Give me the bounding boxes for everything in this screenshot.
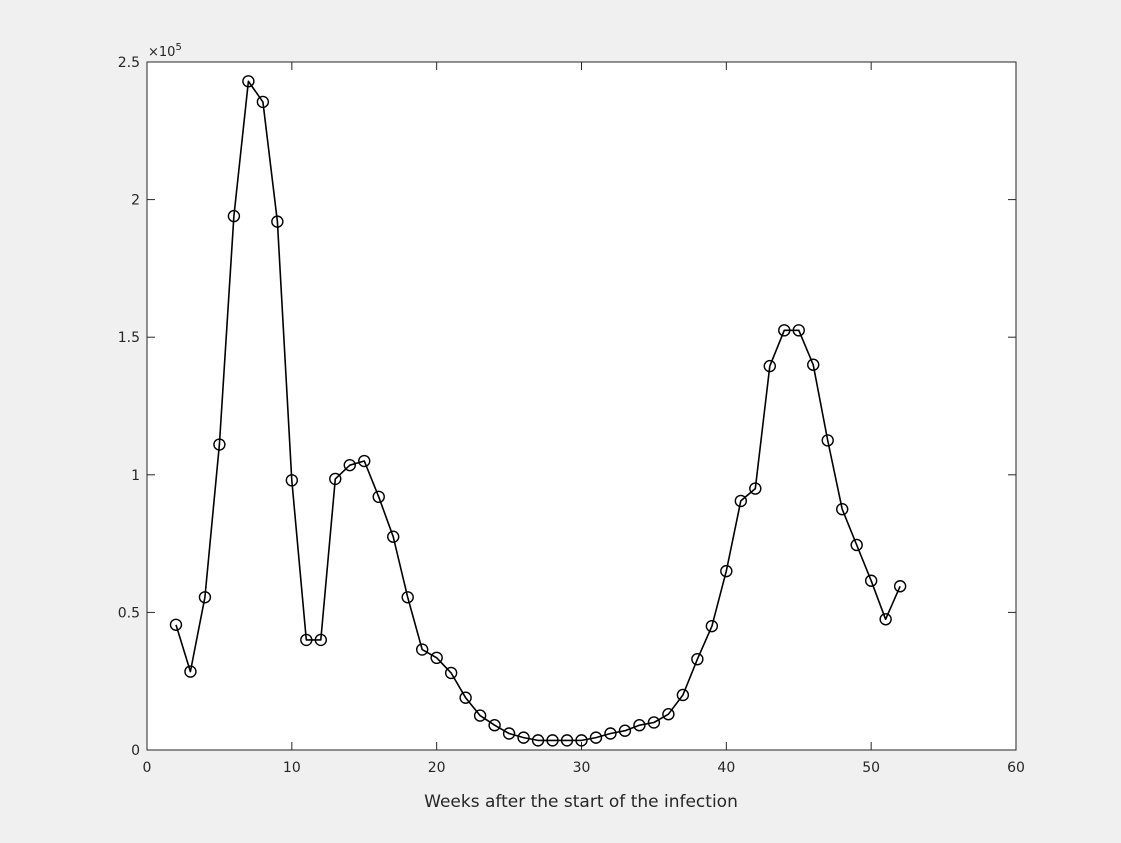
series-markers — [169, 75, 907, 747]
y-tick-label: 1.5 — [118, 330, 140, 346]
data-point — [444, 666, 458, 680]
data-point — [329, 472, 342, 486]
series-line — [175, 80, 901, 742]
plot-area — [146, 61, 1017, 751]
data-point — [662, 708, 675, 721]
data-point — [531, 734, 545, 747]
data-point — [459, 691, 472, 704]
data-point — [821, 434, 834, 447]
data-point — [618, 724, 632, 737]
data-point — [300, 633, 313, 647]
data-point — [285, 474, 299, 487]
data-point — [343, 458, 356, 472]
data-point — [763, 359, 776, 373]
data-point — [705, 619, 719, 633]
y-tick-label: 1 — [131, 468, 140, 484]
data-point — [430, 651, 443, 665]
data-point — [575, 734, 588, 747]
x-tick-label: 20 — [428, 760, 446, 776]
x-tick-label: 40 — [717, 760, 735, 776]
series-line-layer — [175, 80, 901, 742]
data-point — [198, 591, 212, 604]
data-point — [749, 482, 762, 495]
data-point — [589, 731, 603, 744]
data-point — [633, 719, 646, 732]
data-point — [227, 209, 241, 223]
data-point — [517, 731, 530, 744]
y-tick-label: 2 — [131, 193, 140, 209]
x-tick-label: 50 — [862, 760, 880, 776]
data-point — [734, 494, 748, 508]
x-tick-label: 60 — [1007, 760, 1025, 776]
data-point — [488, 719, 501, 732]
data-point — [372, 490, 385, 504]
axis-ticks: 0 10 20 30 40 50 60 0 0.5 1 1.5 2 2.5 — [118, 55, 1025, 776]
data-point — [864, 574, 878, 587]
data-point — [546, 734, 559, 747]
data-point — [184, 665, 197, 678]
data-point — [314, 633, 327, 647]
y-tick-label: 0.5 — [118, 605, 140, 621]
data-point — [502, 727, 516, 740]
data-point — [271, 215, 284, 228]
x-axis-label: Weeks after the start of the infection — [424, 792, 738, 812]
data-point — [256, 95, 270, 109]
data-point — [792, 324, 805, 337]
data-point — [850, 538, 863, 552]
data-point — [358, 454, 371, 468]
data-point — [647, 716, 661, 729]
x-tick-label: 30 — [573, 760, 591, 776]
data-point — [691, 652, 704, 666]
y-tick-label: 0 — [131, 743, 140, 759]
data-point — [778, 324, 791, 337]
data-point — [560, 734, 574, 747]
data-point — [604, 727, 617, 740]
data-point — [676, 688, 690, 702]
data-point — [879, 613, 892, 626]
y-tick-label: 2.5 — [118, 55, 140, 71]
x-tick-label: 10 — [283, 760, 301, 776]
y-axis-exponent-label: ×105 — [148, 42, 182, 60]
data-point — [242, 75, 255, 88]
data-point — [387, 530, 400, 543]
data-point — [401, 591, 414, 604]
data-point — [213, 438, 226, 451]
data-point — [720, 564, 733, 578]
x-tick-label: 0 — [143, 760, 152, 776]
data-point — [893, 580, 907, 593]
data-point — [169, 618, 183, 631]
data-point — [415, 643, 429, 656]
data-point — [473, 709, 487, 722]
data-point — [807, 358, 820, 371]
data-point — [836, 503, 849, 516]
